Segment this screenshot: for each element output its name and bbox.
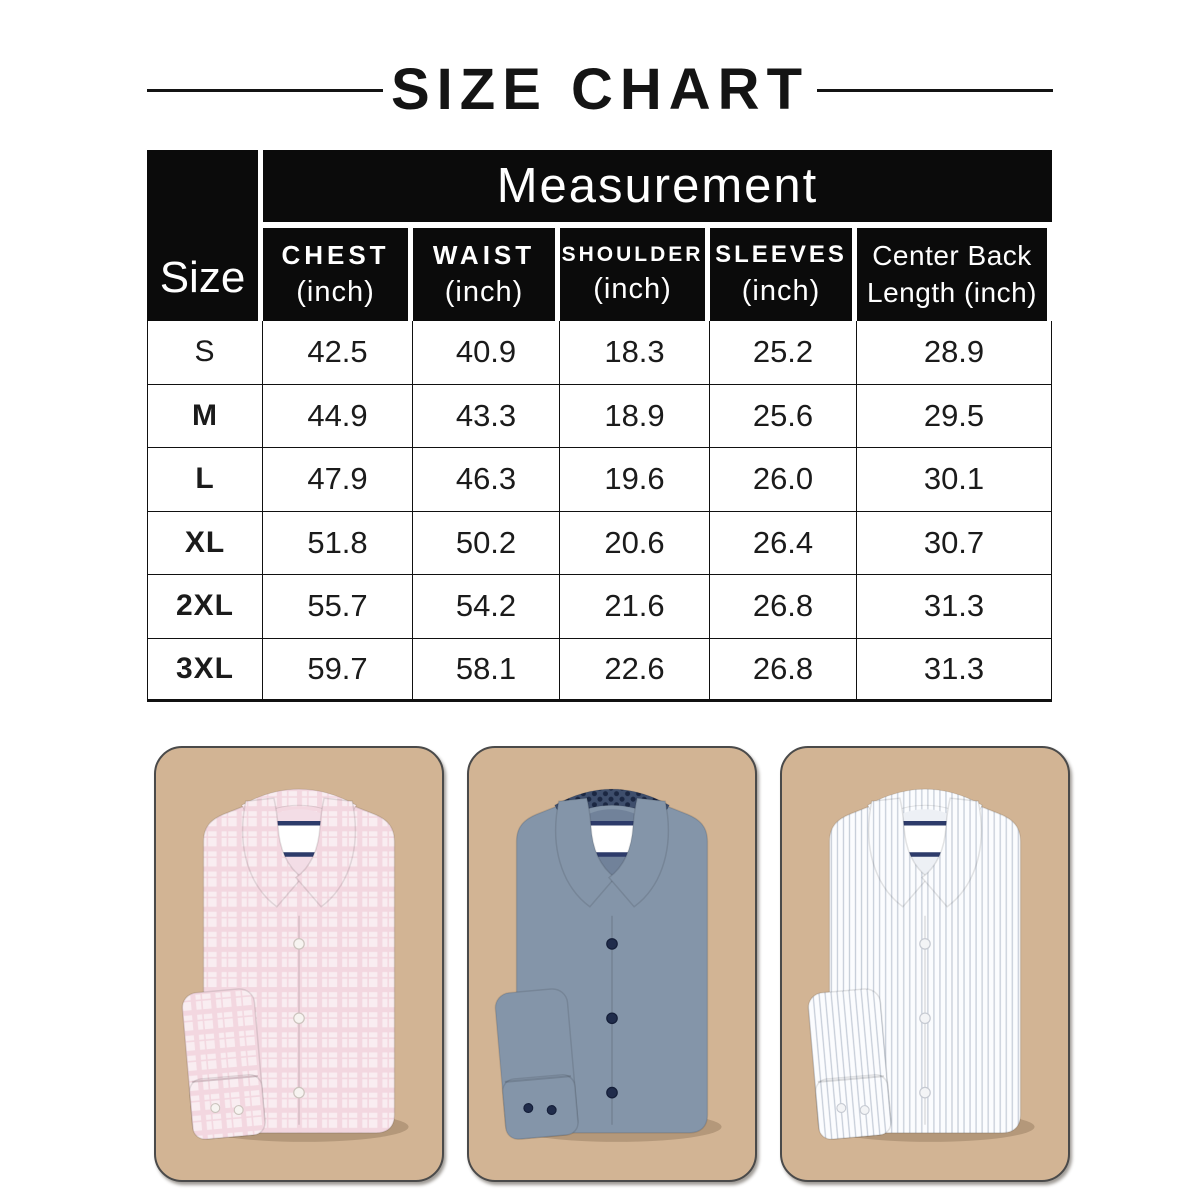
row-3xl-size-label: 3XL [147,638,263,702]
row-xl-size-label: XL [147,511,263,575]
row-xl-sleeves-value: 26.4 [710,511,857,575]
column-header-center-back-length-line1: Center Back [872,240,1032,272]
collar-flap-right [607,797,670,908]
cuff-button [836,1103,847,1114]
row-2xl-size-label: 2XL [147,575,263,639]
row-2xl-shoulder-value: 21.6 [560,575,710,639]
row-3xl-waist-value: 58.1 [413,638,560,702]
column-header-center-back-length: Center Back Length (inch) [857,228,1052,321]
cuff-fold-line [504,1075,571,1083]
collar-flap-left [241,797,304,908]
row-xl-chest-value: 51.8 [263,511,413,575]
collar-flap-right [920,797,983,908]
folded-sleeve [181,988,266,1140]
shirt-button [919,1086,931,1099]
folded-sleeve [807,988,892,1140]
row-s-size-label: S [147,321,263,385]
column-header-shoulder-line2: (inch) [593,273,672,305]
column-header-waist-line1: WAIST [432,239,536,270]
column-header-center-back-length-line2: Length (inch) [867,276,1037,308]
column-header-chest-line1: CHEST [281,239,390,270]
shirt-pink-check-illustration [181,788,409,1142]
column-header-sleeves-line2: (inch) [741,274,821,307]
shirt-button [293,938,305,950]
size-corner-header: Size [147,150,263,321]
product-card-shirt-pink-check [154,746,444,1182]
size-table: Size Measurement CHEST (inch) WAIST (inch) S… [147,150,1052,702]
cuff-button [523,1103,534,1114]
title-rule-left [147,88,383,92]
column-header-sleeves: SLEEVES (inch) [710,228,857,321]
column-header-sleeves-line1: SLEEVES [715,240,847,268]
cuff [188,1074,266,1140]
title-rule-right [817,88,1053,92]
row-s-center-back-length-value: 28.9 [857,321,1052,385]
cuff-button [859,1105,870,1116]
row-l-chest-value: 47.9 [263,448,413,512]
row-2xl-waist-value: 54.2 [413,575,560,639]
product-card-shirt-white-stripe [780,746,1070,1182]
row-l-center-back-length-value: 30.1 [857,448,1052,512]
collar-flap-left [554,797,617,908]
row-l-shoulder-value: 19.6 [560,448,710,512]
row-m-sleeves-value: 25.6 [710,384,857,448]
row-l-waist-value: 46.3 [413,448,560,512]
row-2xl-sleeves-value: 26.8 [710,575,857,639]
row-2xl-center-back-length-value: 31.3 [857,575,1052,639]
column-header-waist: WAIST (inch) [413,228,560,321]
row-xl-shoulder-value: 20.6 [560,511,710,575]
row-3xl-sleeves-value: 26.8 [710,638,857,702]
row-3xl-shoulder-value: 22.6 [560,638,710,702]
row-m-size-label: M [147,384,263,448]
row-l-sleeves-value: 26.0 [710,448,857,512]
cuff-fold-line [191,1075,258,1083]
shirt-white-stripe-illustration [807,788,1035,1142]
row-2xl-chest-value: 55.7 [263,575,413,639]
cuff-button [210,1103,221,1114]
shirt-button [606,1012,618,1025]
shirt-button [606,1086,618,1099]
cuff-fold-line [817,1075,884,1083]
measurement-group-header: Measurement [263,150,1052,228]
folded-sleeve [494,988,579,1140]
row-s-sleeves-value: 25.2 [710,321,857,385]
row-xl-waist-value: 50.2 [413,511,560,575]
shirt-button [919,938,931,950]
shirt-slate-blue-illustration [494,788,722,1142]
row-s-chest-value: 42.5 [263,321,413,385]
shirt-button [919,1012,931,1025]
row-m-center-back-length-value: 29.5 [857,384,1052,448]
row-3xl-chest-value: 59.7 [263,638,413,702]
row-s-shoulder-value: 18.3 [560,321,710,385]
cuff-button [546,1105,557,1116]
title-row: SIZE CHART [0,55,1200,125]
row-3xl-center-back-length-value: 31.3 [857,638,1052,702]
collar-flap-left [867,797,930,908]
column-header-shoulder: SHOULDER (inch) [560,228,710,321]
row-m-chest-value: 44.9 [263,384,413,448]
row-l-size-label: L [147,448,263,512]
column-header-shoulder-line1: SHOULDER [561,242,704,266]
row-m-shoulder-value: 18.9 [560,384,710,448]
product-card-shirt-slate-blue [467,746,757,1182]
row-xl-center-back-length-value: 30.7 [857,511,1052,575]
column-header-waist-line2: (inch) [444,276,524,309]
column-header-chest: CHEST (inch) [263,228,413,321]
collar-flap-right [294,797,357,908]
shirt-button [606,938,618,950]
product-gallery [154,746,1070,1182]
row-m-waist-value: 43.3 [413,384,560,448]
column-header-chest-line2: (inch) [296,276,375,309]
shirt-button [293,1012,305,1025]
shirt-button [293,1086,305,1099]
cuff-button [233,1105,244,1116]
cuff [501,1074,579,1140]
cuff [814,1074,892,1140]
row-s-waist-value: 40.9 [413,321,560,385]
page-title: SIZE CHART [391,57,809,122]
